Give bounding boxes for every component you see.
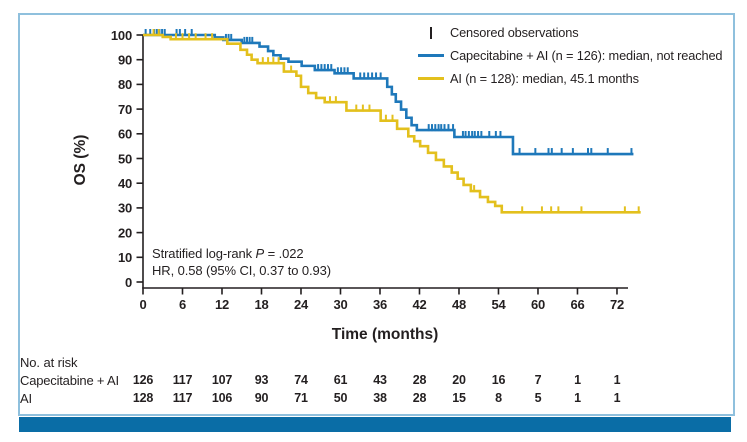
hazard-ratio-line: HR, 0.58 (95% CI, 0.37 to 0.93) [152, 263, 331, 278]
stats-annotation: Stratified log-rank P = .022 HR, 0.58 (9… [152, 245, 331, 279]
y-tick-label: 10 [118, 250, 132, 265]
risk-value: 1 [574, 391, 581, 405]
y-tick-label: 90 [118, 53, 132, 68]
risk-value: 38 [373, 391, 387, 405]
x-tick-label: 42 [412, 297, 426, 312]
risk-value: 50 [333, 391, 348, 405]
risk-value: 1 [574, 373, 581, 387]
km-curve-capecitabine-ai [143, 33, 634, 156]
y-tick-label: 60 [118, 127, 132, 142]
legend-censored-label: Censored observations [450, 25, 579, 40]
capecitabine-ai-line-icon [416, 54, 446, 57]
risk-value: 43 [373, 373, 387, 387]
risk-value: 28 [412, 391, 427, 405]
x-tick-label: 72 [610, 297, 624, 312]
risk-value: 1 [613, 391, 621, 405]
risk-value: 1 [613, 373, 621, 387]
y-tick-label: 80 [118, 77, 132, 92]
ai-line-icon [416, 77, 446, 80]
legend-item-ai: AI (n = 128): median, 45.1 months [416, 67, 722, 90]
risk-value: 107 [211, 373, 233, 387]
km-curve-ai [143, 33, 641, 214]
censor-marks-ai [152, 29, 640, 214]
legend: Censored observations Capecitabine + AI … [416, 21, 723, 90]
x-tick-label: 0 [139, 297, 146, 312]
risk-value: 28 [412, 373, 427, 387]
risk-value: 117 [172, 391, 193, 405]
y-tick-label: 100 [111, 28, 132, 43]
risk-value: 93 [254, 373, 269, 387]
risk-value: 90 [254, 391, 269, 405]
risk-value: 20 [452, 373, 466, 387]
x-axis-title: Time (months) [331, 326, 439, 343]
x-tick-label: 60 [531, 297, 545, 312]
legend-item-censored: Censored observations [416, 21, 722, 44]
risk-value: 61 [333, 373, 348, 387]
risk-row-label-capecitabine-ai: Capecitabine + AI [20, 373, 119, 388]
x-tick-label: 12 [215, 297, 229, 312]
x-tick-label: 18 [254, 297, 268, 312]
risk-table-title: No. at risk [20, 355, 78, 370]
risk-value: 71 [294, 391, 308, 405]
tick-labels: 0 10 20 30 40 50 60 70 80 90 100 0 6 12 18 24 30 36 42 48 54… [111, 28, 624, 312]
risk-value: 117 [172, 373, 193, 387]
risk-value: 126 [132, 373, 154, 387]
figure-border [18, 13, 735, 416]
risk-value: 74 [294, 373, 308, 387]
censored-marker-icon [416, 26, 446, 39]
risk-value: 5 [534, 391, 542, 405]
legend-item-capecitabine-ai: Capecitabine + AI (n = 126): median, not… [416, 44, 723, 67]
risk-value: 8 [495, 391, 502, 405]
x-tick-label: 48 [452, 297, 466, 312]
x-tick-label: 24 [294, 297, 309, 312]
legend-ai-label: AI (n = 128): median, 45.1 months [450, 71, 639, 86]
risk-value: 128 [132, 391, 154, 405]
risk-value: 7 [534, 373, 542, 387]
x-tick-label: 36 [373, 297, 387, 312]
y-tick-label: 0 [125, 275, 132, 290]
censor-marks-capecitabine-ai [144, 29, 633, 156]
x-tick-label: 66 [570, 297, 584, 312]
risk-value: 106 [211, 391, 233, 405]
risk-row-label-ai: AI [20, 391, 32, 406]
legend-capecitabine-ai-label: Capecitabine + AI (n = 126): median, not… [450, 48, 723, 63]
footer-bar [19, 417, 731, 432]
x-tick-label: 6 [179, 297, 186, 312]
risk-value: 15 [452, 391, 466, 405]
risk-value: 16 [491, 373, 506, 387]
y-axis-title: OS (%) [72, 134, 89, 186]
axes [136, 34, 628, 295]
x-tick-label: 30 [333, 297, 347, 312]
y-tick-label: 70 [118, 102, 132, 117]
y-tick-label: 40 [118, 176, 132, 191]
y-tick-label: 30 [118, 201, 132, 216]
y-tick-label: 50 [118, 151, 132, 166]
logrank-line: Stratified log-rank P = .022 [152, 246, 304, 261]
x-tick-label: 54 [491, 297, 506, 312]
y-tick-label: 20 [118, 225, 132, 240]
